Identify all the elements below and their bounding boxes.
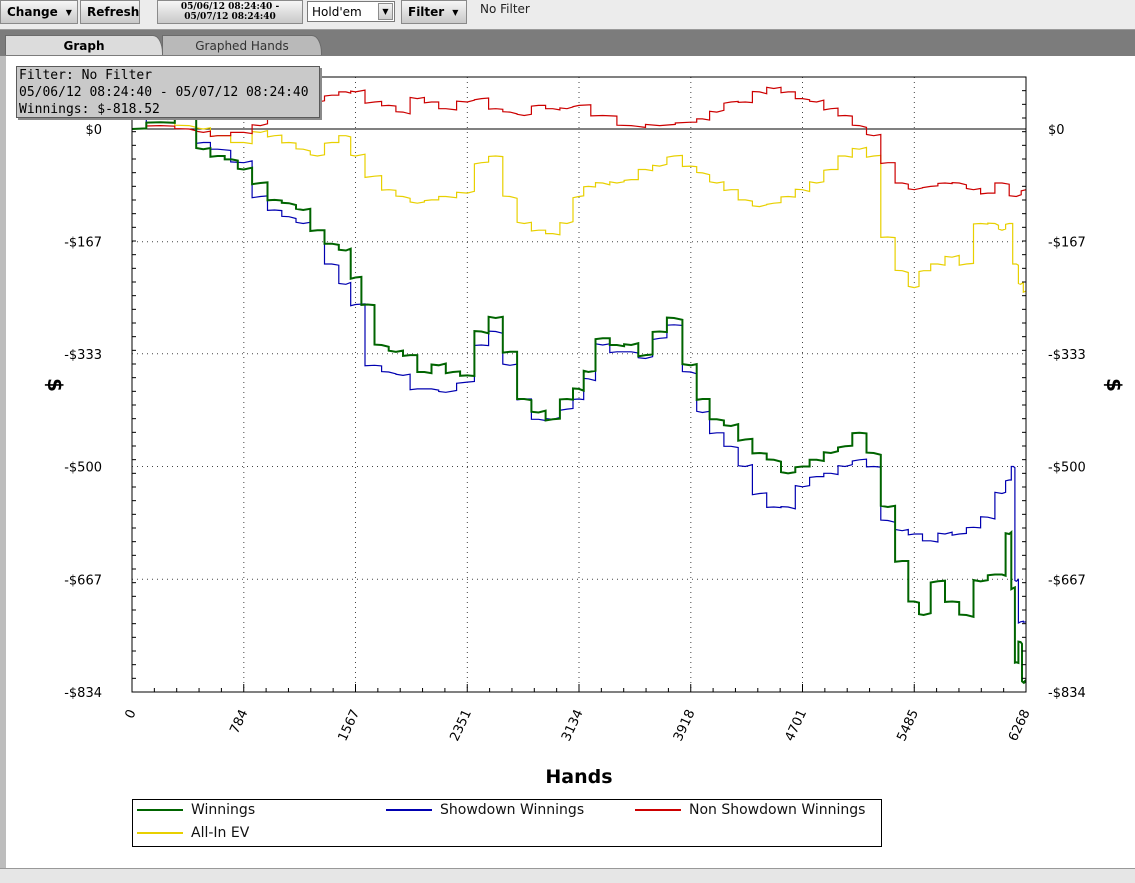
y-tick-label: -$167 bbox=[64, 236, 102, 251]
dropdown-arrow-icon[interactable]: ▼ bbox=[378, 3, 393, 20]
tooltip-filter: Filter: No Filter bbox=[19, 68, 153, 83]
filter-tooltip: Filter: No Filter 05/06/12 08:24:40 - 05… bbox=[16, 66, 320, 118]
x-axis-labels: 0 784 1567 2351 3134 3918 4701 5485 6268 bbox=[123, 707, 1034, 743]
legend-label: Non Showdown Winnings bbox=[689, 802, 866, 818]
y-tick-label: -$834 bbox=[64, 686, 102, 701]
x-tick-label: 4701 bbox=[783, 707, 811, 743]
chevron-down-icon: ▼ bbox=[65, 7, 72, 17]
x-tick-label: 1567 bbox=[336, 707, 364, 743]
legend-label: Winnings bbox=[191, 802, 256, 818]
game-type-select[interactable]: Hold'em ▼ bbox=[307, 1, 395, 22]
game-type-value: Hold'em bbox=[312, 4, 362, 19]
y-axis-title-right: $ bbox=[1102, 378, 1126, 392]
legend-swatch bbox=[137, 832, 183, 834]
filter-button[interactable]: Filter ▼ bbox=[401, 0, 467, 24]
tooltip-date-range: 05/06/12 08:24:40 - 05/07/12 08:24:40 bbox=[19, 85, 309, 100]
y-tick-label: -$333 bbox=[64, 348, 102, 363]
series-line bbox=[131, 114, 1027, 685]
filter-status: No Filter bbox=[480, 2, 530, 16]
x-tick-label: 784 bbox=[227, 707, 251, 736]
tooltip-winnings: Winnings: $-818.52 bbox=[19, 102, 160, 117]
y-tick-label: $0 bbox=[1048, 123, 1065, 138]
legend-swatch bbox=[635, 809, 681, 811]
legend-item-non-showdown: Non Showdown Winnings bbox=[635, 802, 865, 818]
y-tick-label: -$167 bbox=[1048, 236, 1086, 251]
toolbar: Change ▼ Refresh 05/06/12 08:24:40 - 05/… bbox=[0, 0, 1135, 30]
date-range-button[interactable]: 05/06/12 08:24:40 - 05/07/12 08:24:40 bbox=[157, 0, 303, 24]
series-line bbox=[131, 121, 1027, 294]
series-layer bbox=[131, 86, 1027, 685]
x-tick-label: 2351 bbox=[447, 707, 475, 743]
change-button-label: Change bbox=[7, 5, 58, 19]
status-strip bbox=[0, 868, 1135, 883]
x-tick-label: 3918 bbox=[671, 707, 699, 743]
legend-label: Showdown Winnings bbox=[440, 802, 585, 818]
y-tick-label: -$834 bbox=[1048, 686, 1086, 701]
legend-item-showdown: Showdown Winnings bbox=[386, 802, 584, 818]
legend-swatch bbox=[386, 809, 432, 811]
y-axis-right-labels: $0 -$167 -$333 -$500 -$667 -$834 bbox=[1048, 123, 1086, 701]
x-tick-label: 5485 bbox=[894, 707, 922, 743]
grid-lines bbox=[132, 77, 1026, 693]
y-tick-label: -$500 bbox=[64, 461, 102, 476]
x-tick-label: 3134 bbox=[559, 707, 587, 743]
y-tick-label: $0 bbox=[85, 123, 102, 138]
chevron-down-icon: ▼ bbox=[452, 7, 459, 17]
refresh-button[interactable]: Refresh bbox=[80, 0, 140, 24]
y-axis-left-labels: $0 -$167 -$333 -$500 -$667 -$834 bbox=[64, 123, 102, 701]
change-button[interactable]: Change ▼ bbox=[0, 0, 78, 24]
graph-panel bbox=[0, 56, 1135, 868]
y-tick-label: -$500 bbox=[1048, 461, 1086, 476]
tab-graphed-hands[interactable]: Graphed Hands bbox=[162, 35, 322, 55]
axis-ticks bbox=[131, 76, 1027, 693]
y-tick-label: -$333 bbox=[1048, 348, 1086, 363]
x-tick-label: 0 bbox=[123, 707, 140, 721]
date-from: 05/06/12 08:24:40 - bbox=[180, 2, 280, 12]
tab-bar: Graph Graphed Hands bbox=[0, 30, 1135, 56]
refresh-button-label: Refresh bbox=[87, 5, 140, 19]
x-axis-title: Hands bbox=[545, 766, 612, 788]
series-line bbox=[131, 114, 1027, 625]
date-to: 05/07/12 08:24:40 bbox=[184, 12, 276, 22]
y-axis-title-left: $ bbox=[43, 378, 67, 392]
legend-swatch bbox=[137, 809, 183, 811]
y-tick-label: -$667 bbox=[64, 573, 102, 588]
x-tick-label: 6268 bbox=[1006, 707, 1034, 743]
y-tick-label: -$667 bbox=[1048, 573, 1086, 588]
tab-graph[interactable]: Graph bbox=[5, 35, 163, 55]
legend-label: All-In EV bbox=[191, 825, 250, 841]
chart-legend: Winnings Showdown Winnings Non Showdown … bbox=[132, 799, 882, 847]
filter-button-label: Filter bbox=[408, 5, 445, 19]
legend-item-allin-ev: All-In EV bbox=[137, 825, 249, 841]
plot-area bbox=[131, 76, 1027, 693]
legend-item-winnings: Winnings bbox=[137, 802, 255, 818]
